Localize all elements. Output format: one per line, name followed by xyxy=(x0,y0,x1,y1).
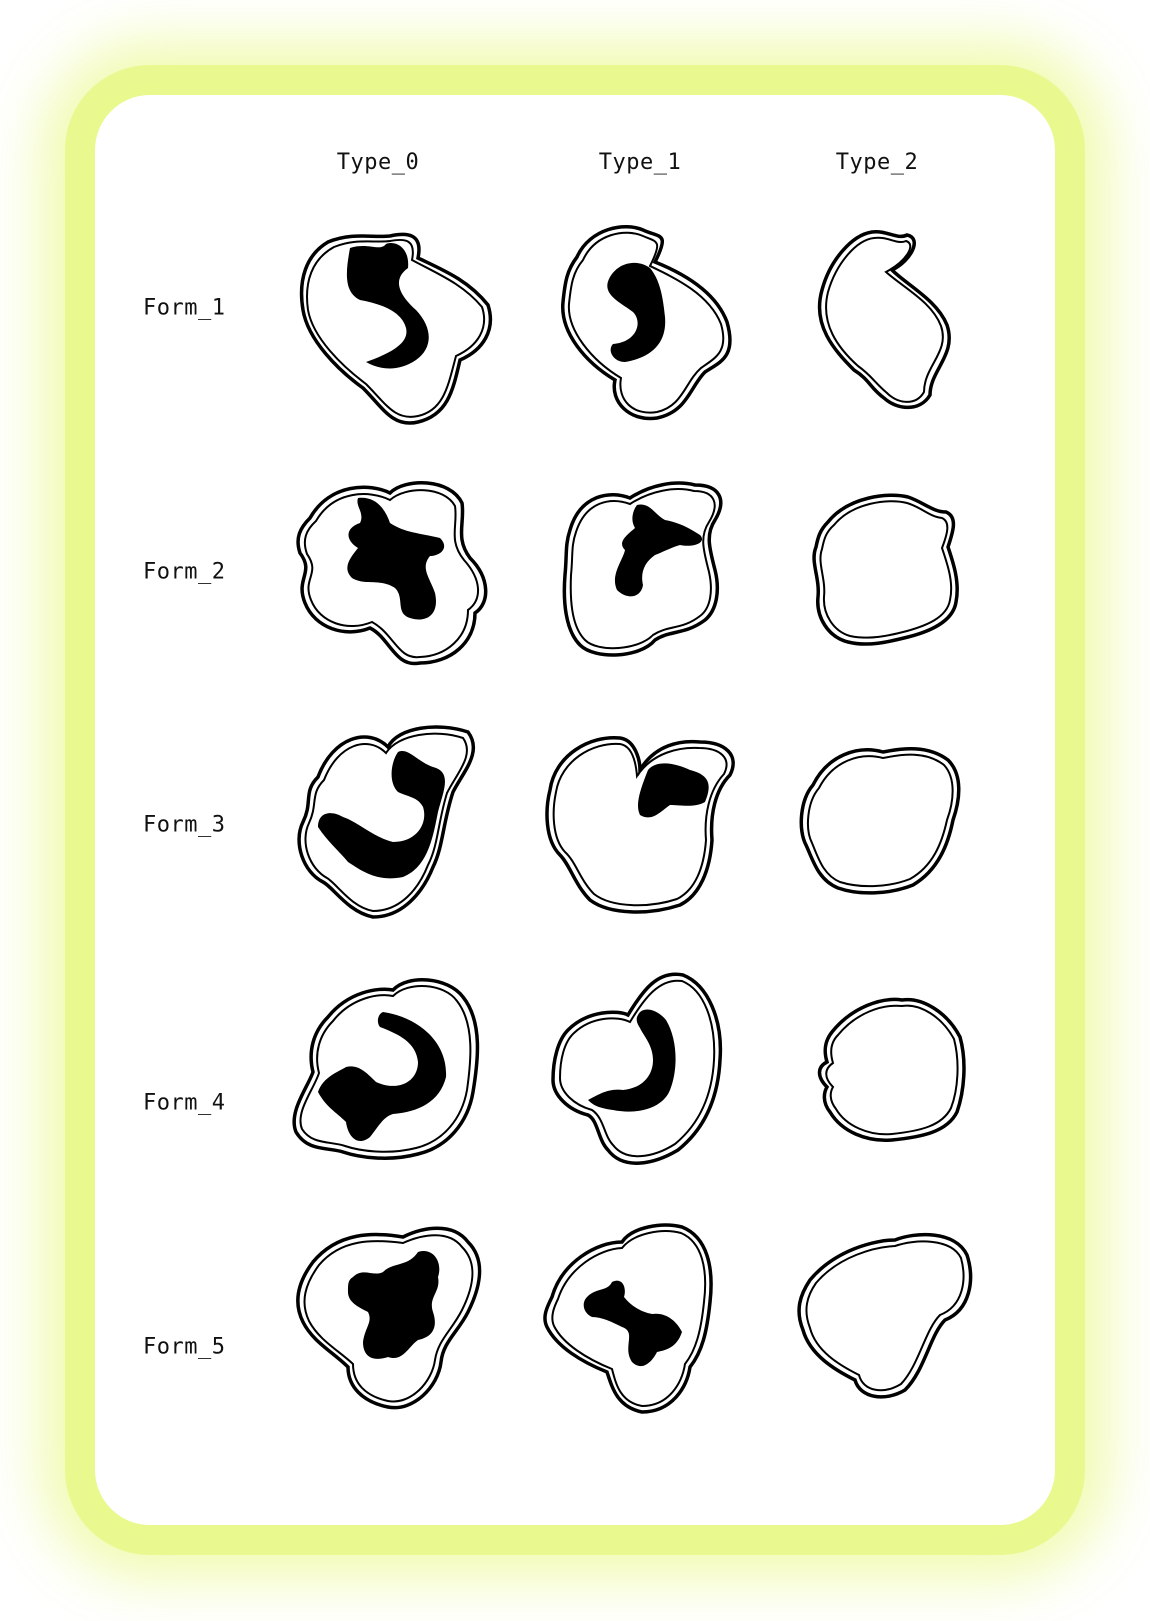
row-label-form-4: Form_4 xyxy=(143,1090,226,1116)
shape-form-1-type-1 xyxy=(555,222,735,422)
shape-form-5-type-1 xyxy=(542,1222,727,1417)
shape-form-1-type-0 xyxy=(298,230,493,425)
column-header-type-1: Type_1 xyxy=(598,150,682,175)
shape-form-4-type-0 xyxy=(288,972,488,1167)
shape-form-5-type-0 xyxy=(293,1222,488,1417)
shape-form-4-type-2 xyxy=(812,992,967,1147)
shape-form-3-type-2 xyxy=(798,740,963,900)
shape-form-5-type-2 xyxy=(795,1230,975,1405)
shape-form-1-type-2 xyxy=(812,230,957,415)
shape-form-2-type-2 xyxy=(808,492,963,652)
shape-form-2-type-0 xyxy=(290,478,495,673)
shape-form-3-type-1 xyxy=(540,730,740,915)
row-label-form-2: Form_2 xyxy=(143,559,226,585)
shape-form-2-type-1 xyxy=(555,480,735,665)
column-header-type-0: Type_0 xyxy=(336,150,420,175)
shape-form-4-type-1 xyxy=(548,970,728,1170)
row-label-form-3: Form_3 xyxy=(143,812,226,838)
shape-form-3-type-0 xyxy=(293,722,488,922)
column-header-type-2: Type_2 xyxy=(835,150,919,175)
row-label-form-5: Form_5 xyxy=(143,1334,226,1360)
row-label-form-1: Form_1 xyxy=(143,295,226,321)
